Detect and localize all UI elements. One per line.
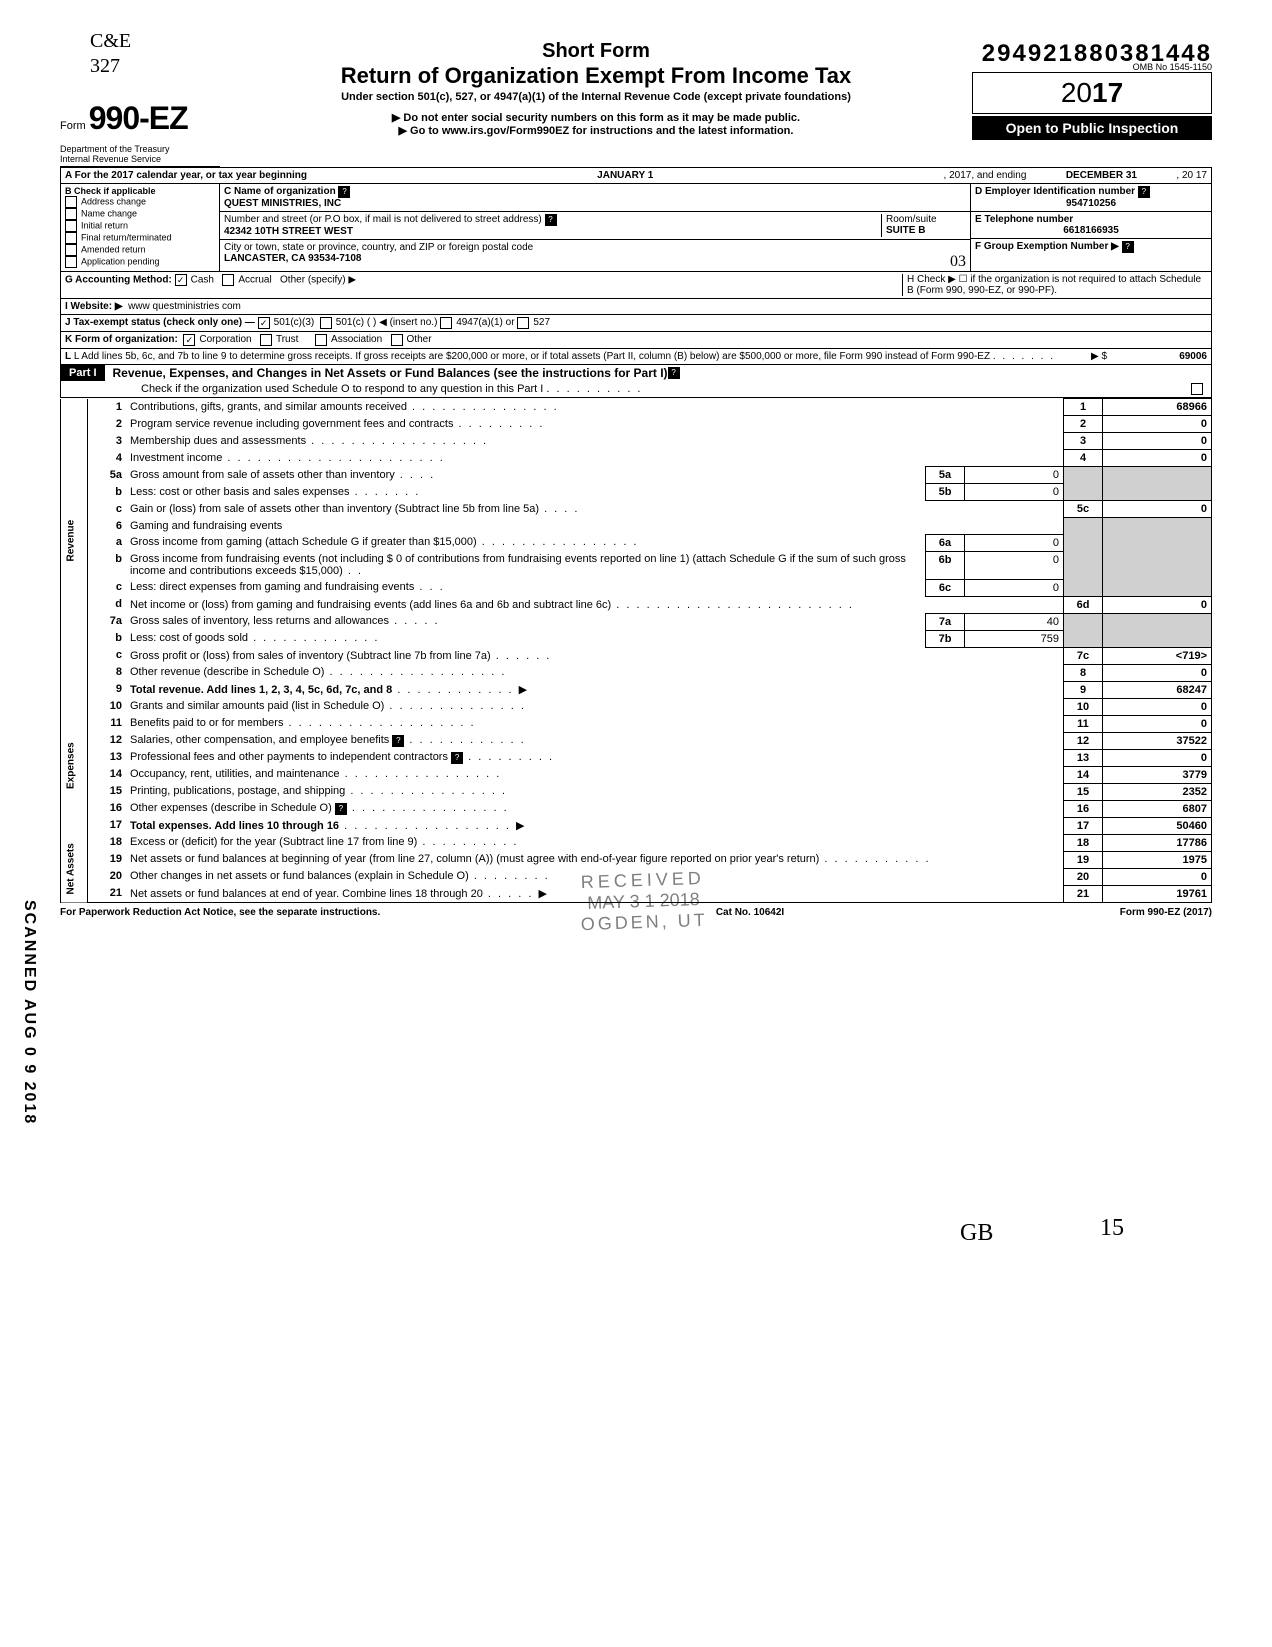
g-accrual: Accrual xyxy=(238,275,271,286)
phone: 6618166935 xyxy=(975,225,1207,236)
help-icon: ? xyxy=(545,214,557,226)
handwritten-page: 15 xyxy=(1100,1215,1124,1242)
help-icon: ? xyxy=(335,803,347,815)
row-a-year: , 20 17 xyxy=(1176,170,1207,181)
address: 42342 10TH STREET WEST xyxy=(224,226,353,237)
footer-left: For Paperwork Reduction Act Notice, see … xyxy=(60,907,380,918)
row-a-mid: , 2017, and ending xyxy=(944,170,1027,181)
l-arrow: ▶ $ xyxy=(1091,351,1107,362)
part1-check-text: Check if the organization used Schedule … xyxy=(141,383,543,395)
help-icon: ? xyxy=(338,186,350,198)
f-label: F Group Exemption Number ▶ xyxy=(975,241,1119,252)
k-other: Other xyxy=(407,334,432,346)
handwritten-note: C&E xyxy=(90,30,131,53)
form-number: 990-EZ xyxy=(89,100,188,136)
j-501c3: 501(c)(3) xyxy=(274,317,315,329)
checkbox[interactable] xyxy=(65,232,77,244)
website: www questministries com xyxy=(128,301,241,312)
c-label: C Name of organization xyxy=(224,186,336,197)
g-label: G Accounting Method: xyxy=(65,275,172,286)
k-assoc: Association xyxy=(331,334,382,346)
handwritten: 03 xyxy=(950,253,966,271)
checkbox-501c[interactable] xyxy=(320,317,332,329)
checkbox-other[interactable] xyxy=(391,334,403,346)
b-item: Address change xyxy=(81,196,146,206)
l-text: L Add lines 5b, 6c, and 7b to line 9 to … xyxy=(74,351,990,362)
ssn-warning: ▶ Do not enter social security numbers o… xyxy=(220,111,972,124)
e-label: E Telephone number xyxy=(975,214,1073,225)
checkbox-assoc[interactable] xyxy=(315,334,327,346)
ein: 954710256 xyxy=(975,198,1207,209)
checkbox-4947[interactable] xyxy=(440,317,452,329)
part1-title: Revenue, Expenses, and Changes in Net As… xyxy=(105,366,668,380)
b-item: Application pending xyxy=(81,256,160,266)
help-icon: ? xyxy=(451,752,463,764)
checkbox[interactable] xyxy=(65,256,77,268)
checkbox-schedule-o[interactable] xyxy=(1191,383,1203,395)
expenses-label: Expenses xyxy=(61,698,88,834)
j-501c: 501(c) ( ) ◀ (insert no.) xyxy=(336,317,438,329)
d-label: D Employer Identification number xyxy=(975,186,1135,197)
short-form-title: Short Form xyxy=(220,40,972,63)
help-icon: ? xyxy=(668,367,680,379)
checkbox[interactable] xyxy=(65,244,77,256)
b-item: Initial return xyxy=(81,220,128,230)
lines-table: Revenue 1 Contributions, gifts, grants, … xyxy=(60,398,1212,903)
b-item: Final return/terminated xyxy=(81,232,172,242)
handwritten-initial: GB xyxy=(960,1220,993,1247)
help-icon: ? xyxy=(392,735,404,747)
return-title: Return of Organization Exempt From Incom… xyxy=(220,63,972,89)
goto-url: ▶ Go to www.irs.gov/Form990EZ for instru… xyxy=(220,124,972,137)
b-header: B Check if applicable xyxy=(65,186,215,196)
checkbox-501c3[interactable] xyxy=(258,317,270,329)
j-527: 527 xyxy=(533,317,550,329)
b-item: Amended return xyxy=(81,244,146,254)
org-name: QUEST MINISTRIES, INC xyxy=(224,198,341,209)
h-label: H Check ▶ ☐ if the organization is not r… xyxy=(902,274,1207,296)
year-box: 2017 xyxy=(972,72,1212,114)
g-other: Other (specify) ▶ xyxy=(280,275,356,286)
room: SUITE B xyxy=(886,225,925,236)
l-value: 69006 xyxy=(1107,351,1207,362)
city-label: City or town, state or province, country… xyxy=(224,242,533,253)
checkbox-cash[interactable] xyxy=(175,274,187,286)
footer-right: Form 990-EZ (2017) xyxy=(1120,907,1212,918)
row-a-label: A For the 2017 calendar year, or tax yea… xyxy=(65,170,307,181)
help-icon: ? xyxy=(1122,241,1134,253)
g-cash: Cash xyxy=(191,275,214,286)
tax-year-end: DECEMBER 31 xyxy=(1026,170,1176,181)
form-prefix: Form xyxy=(60,120,86,132)
tax-year-start: JANUARY 1 xyxy=(307,170,944,181)
b-item: Name change xyxy=(81,208,137,218)
revenue-label: Revenue xyxy=(61,399,88,682)
checkbox[interactable] xyxy=(65,196,77,208)
checkbox-trust[interactable] xyxy=(260,334,272,346)
k-corp: Corporation xyxy=(199,334,251,346)
open-public: Open to Public Inspection xyxy=(972,116,1212,140)
part1-header: Part I xyxy=(61,365,105,381)
i-label: I Website: ▶ xyxy=(65,301,123,312)
k-trust: Trust xyxy=(276,334,298,346)
checkbox[interactable] xyxy=(65,220,77,232)
received-stamp: RECEIVED MAY 3 1 2018 OGDEN, UT xyxy=(579,868,708,935)
scanned-stamp: SCANNED AUG 0 9 2018 xyxy=(20,900,38,1125)
section-text: Under section 501(c), 527, or 4947(a)(1)… xyxy=(220,91,972,103)
checkbox-527[interactable] xyxy=(517,317,529,329)
handwritten-note: 327 xyxy=(90,55,120,78)
k-label: K Form of organization: xyxy=(65,334,178,346)
help-icon: ? xyxy=(1138,186,1150,198)
city: LANCASTER, CA 93534-7108 xyxy=(224,253,361,264)
room-label: Room/suite xyxy=(886,214,937,225)
addr-label: Number and street (or P.O box, if mail i… xyxy=(224,214,542,225)
checkbox-corp[interactable] xyxy=(183,334,195,346)
netassets-label: Net Assets xyxy=(61,834,88,903)
j-label: J Tax-exempt status (check only one) — xyxy=(65,317,255,329)
checkbox-accrual[interactable] xyxy=(222,274,234,286)
j-4947: 4947(a)(1) or xyxy=(456,317,514,329)
footer-mid: Cat No. 10642I xyxy=(716,907,784,918)
dept: Department of the TreasuryInternal Reven… xyxy=(60,144,220,167)
checkbox[interactable] xyxy=(65,208,77,220)
